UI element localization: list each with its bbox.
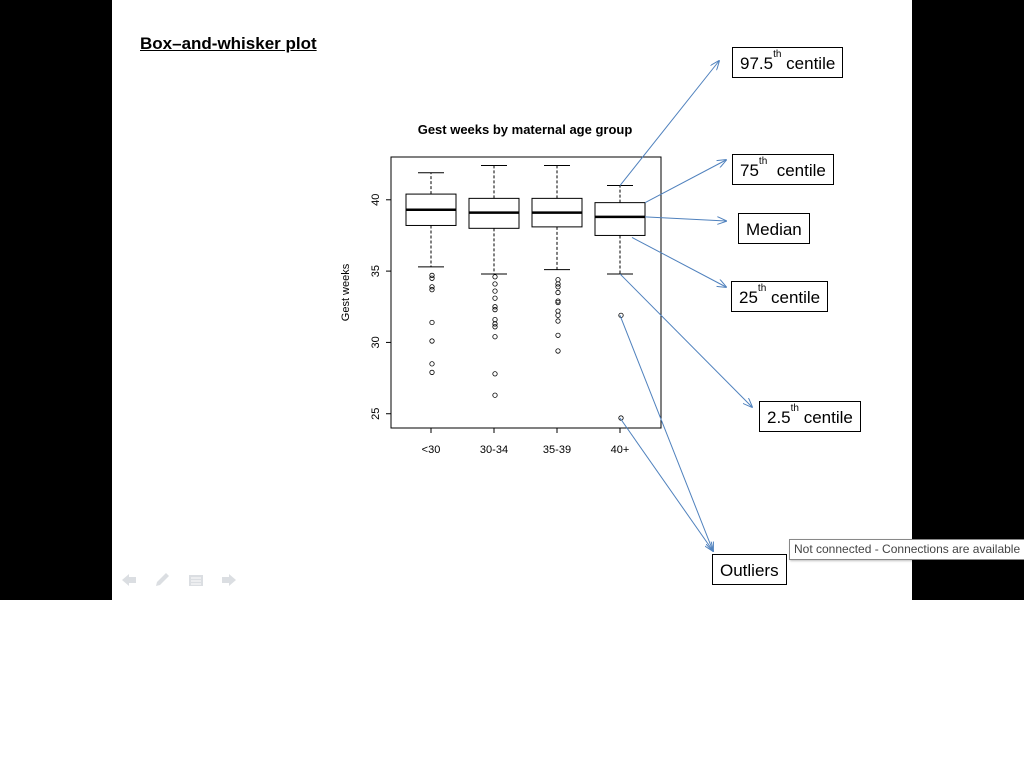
outlier-point — [429, 272, 435, 278]
arrow-25-centile — [631, 237, 726, 287]
callout-97-5-superscript: th — [773, 49, 782, 60]
outlier-point — [555, 299, 561, 306]
arrow-outlier-lower — [619, 417, 713, 551]
next-arrow-icon[interactable] — [220, 572, 238, 588]
outlier-point — [429, 361, 435, 367]
outlier-point — [429, 287, 435, 293]
outlier-point — [429, 275, 435, 281]
outlier-point — [492, 307, 498, 313]
callout-2-5-number: 2.5 — [767, 408, 791, 427]
arrow-outlier-upper — [619, 315, 713, 551]
outlier-point — [555, 289, 561, 296]
outlier-point — [555, 281, 561, 287]
previous-arrow-icon[interactable] — [120, 572, 138, 588]
callout-2-5-text: centile — [798, 408, 853, 427]
slide-title: Box–and-whisker plot — [140, 34, 317, 53]
outlier-point — [492, 392, 498, 398]
outlier-point — [492, 324, 498, 330]
outlier-point — [555, 277, 561, 283]
y-tick-label: 25 — [370, 408, 382, 420]
plot-frame — [390, 156, 662, 429]
callout-97-5-centile: 97.5th centile — [732, 47, 844, 78]
menu-icon[interactable] — [187, 572, 205, 588]
y-tick-label: 35 — [370, 265, 382, 277]
y-tick-label: 40 — [370, 194, 382, 206]
outlier-point — [492, 288, 498, 294]
outlier-point — [492, 321, 498, 327]
interquartile-box — [594, 202, 646, 236]
x-tick-label: 30-34 — [480, 444, 508, 456]
callout-75-text: centile — [767, 161, 826, 180]
outlier-point — [429, 284, 435, 290]
callout-75-centile: 75th centile — [732, 154, 834, 185]
outlier-point — [555, 298, 561, 304]
callout-25-text: centile — [766, 288, 821, 307]
callout-25-centile: 25th centile — [731, 281, 829, 312]
outlier-point — [429, 369, 435, 375]
right-letterbox — [912, 0, 1024, 600]
y-axis-label: Gest weeks — [340, 263, 352, 321]
outlier-point — [492, 295, 498, 301]
x-tick-label: <30 — [422, 444, 441, 456]
callout-median: Median — [738, 213, 810, 244]
callout-2-5-centile: 2.5th centile — [759, 401, 861, 432]
callout-75-superscript: th — [758, 156, 768, 167]
callout-25-number: 25 — [739, 288, 758, 307]
outlier-point — [429, 338, 435, 344]
callout-75-number: 75 — [740, 161, 759, 180]
pen-icon[interactable] — [153, 572, 171, 588]
chart-title: Gest weeks by maternal age group — [418, 122, 633, 137]
outlier-point — [492, 371, 498, 377]
x-tick-label: 40+ — [611, 444, 630, 456]
outlier-point — [555, 308, 561, 314]
outlier-point — [492, 304, 498, 310]
outlier-point — [555, 318, 561, 324]
callout-97-5-text: centile — [781, 54, 836, 73]
outlier-point — [492, 334, 498, 340]
callout-median-text: Median — [746, 220, 802, 239]
arrow-75-centile — [644, 160, 726, 204]
arrow-97-5-centile — [619, 61, 719, 186]
outlier-point — [429, 319, 435, 326]
outlier-point — [492, 281, 498, 287]
callout-25-superscript: th — [757, 283, 767, 294]
x-tick-label: 35-39 — [543, 444, 571, 456]
callout-97-5-number: 97.5 — [740, 54, 774, 73]
outlier-point — [555, 312, 561, 318]
outlier-point — [492, 316, 498, 323]
callout-outliers: Outliers — [712, 554, 787, 585]
outlier-point — [555, 348, 561, 354]
outlier-point — [555, 284, 561, 290]
callout-2-5-superscript: th — [790, 403, 799, 414]
y-tick-label: 30 — [370, 336, 382, 348]
arrow-median — [644, 216, 726, 221]
arrow-2-5-centile — [619, 273, 752, 407]
outlier-point — [492, 274, 498, 280]
left-letterbox — [0, 0, 112, 600]
outlier-point — [555, 332, 561, 338]
callout-outliers-text: Outliers — [720, 561, 779, 580]
connection-status-tooltip: Not connected - Connections are availabl… — [789, 539, 1024, 560]
